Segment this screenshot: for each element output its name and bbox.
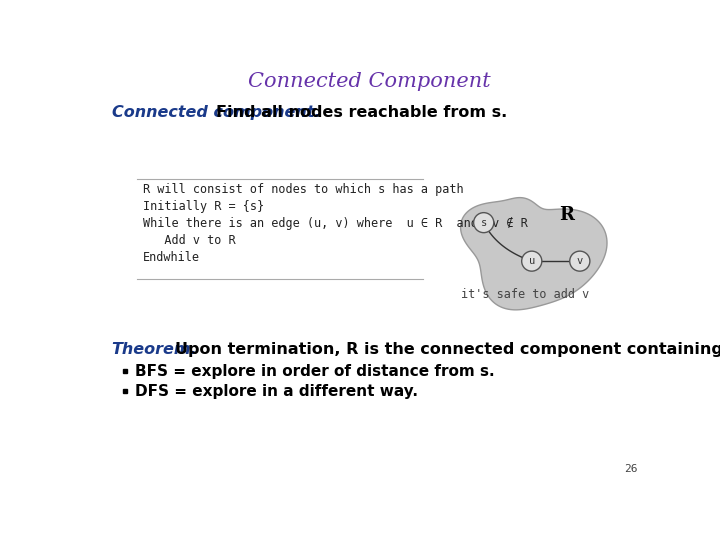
Text: it's safe to add v: it's safe to add v — [462, 288, 590, 301]
Text: v: v — [577, 256, 583, 266]
Polygon shape — [461, 198, 607, 310]
Text: Theorem.: Theorem. — [112, 342, 197, 357]
Text: Add v to R: Add v to R — [143, 234, 235, 247]
Circle shape — [522, 251, 542, 271]
Text: R will consist of nodes to which s has a path: R will consist of nodes to which s has a… — [143, 183, 464, 196]
Text: BFS = explore in order of distance from s.: BFS = explore in order of distance from … — [135, 364, 495, 379]
Circle shape — [570, 251, 590, 271]
Text: DFS = explore in a different way.: DFS = explore in a different way. — [135, 384, 418, 399]
Text: Upon termination, R is the connected component containing s.: Upon termination, R is the connected com… — [175, 342, 720, 357]
Text: Endwhile: Endwhile — [143, 251, 199, 264]
Circle shape — [474, 213, 494, 233]
Text: Connected component.: Connected component. — [112, 105, 320, 120]
Text: u: u — [528, 256, 535, 266]
Text: s: s — [480, 218, 487, 228]
Text: While there is an edge (u, v) where  u ∈ R  and  v ∉ R: While there is an edge (u, v) where u ∈ … — [143, 217, 528, 230]
Text: Initially R = {s}: Initially R = {s} — [143, 200, 264, 213]
Text: Find all nodes reachable from s.: Find all nodes reachable from s. — [215, 105, 507, 120]
Text: 26: 26 — [624, 464, 637, 475]
Text: Connected Component: Connected Component — [248, 72, 490, 91]
Text: R: R — [559, 206, 574, 224]
